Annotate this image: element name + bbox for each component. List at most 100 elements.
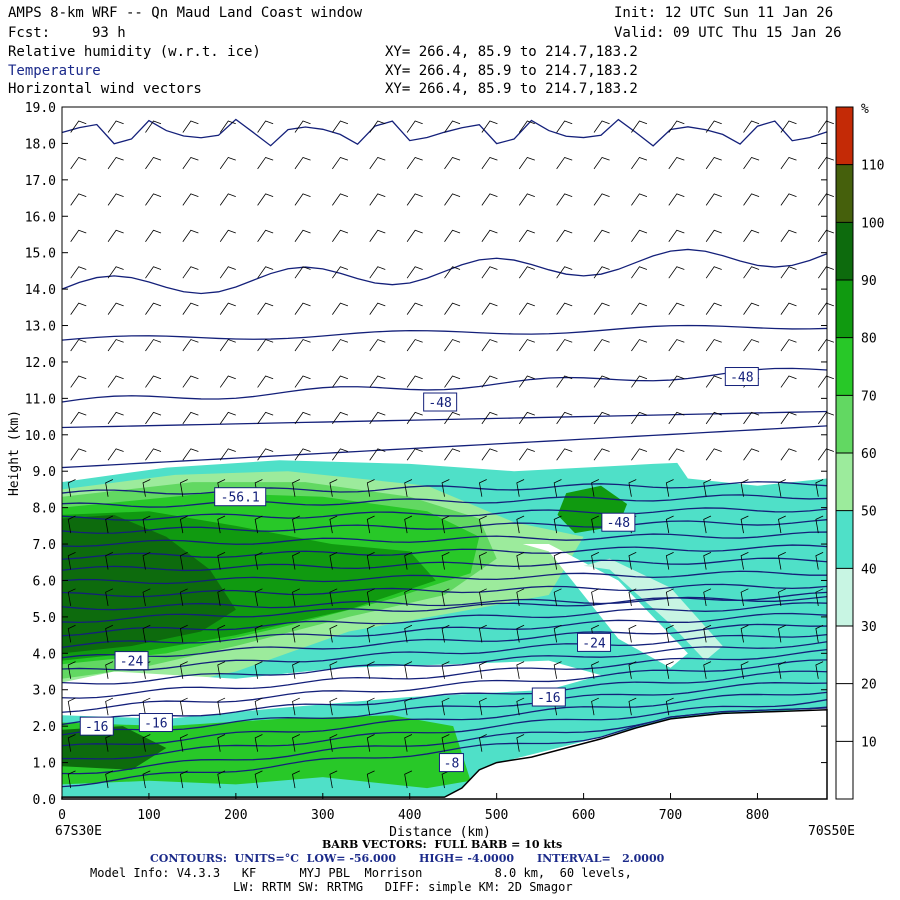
isotherm-15 bbox=[61, 641, 828, 685]
wind-barb bbox=[142, 697, 151, 716]
isotherm-11km bbox=[61, 367, 828, 403]
isotherm-13 bbox=[61, 623, 828, 659]
y-tick-label: 18.0 bbox=[25, 137, 56, 152]
wind-barb bbox=[179, 770, 188, 789]
wind-barb bbox=[631, 448, 648, 461]
wind-barb bbox=[444, 339, 461, 352]
wind-barb bbox=[70, 448, 87, 461]
wind-barb bbox=[404, 479, 413, 497]
isotherm-10km bbox=[61, 410, 828, 429]
wind-barb bbox=[219, 266, 236, 279]
wind-barb bbox=[67, 479, 76, 497]
wind-barb bbox=[516, 661, 525, 679]
wind-barb bbox=[292, 734, 300, 752]
wind-barb bbox=[479, 515, 487, 534]
wind-barb bbox=[778, 624, 786, 643]
wind-barb bbox=[257, 229, 274, 242]
wind-barb bbox=[628, 661, 637, 679]
wind-barb bbox=[182, 339, 199, 352]
wind-barb bbox=[329, 734, 338, 752]
wind-barb bbox=[518, 411, 535, 425]
y-tick-label: 19.0 bbox=[25, 101, 56, 116]
isotherm-3 bbox=[61, 519, 828, 534]
wind-barb bbox=[668, 302, 685, 315]
wind-barb bbox=[332, 229, 349, 242]
wind-barb bbox=[217, 515, 226, 534]
wind-barb bbox=[778, 515, 786, 534]
wind-barb bbox=[668, 448, 685, 461]
wind-barb bbox=[332, 193, 349, 206]
wind-barb bbox=[70, 229, 87, 242]
y-tick-label: 1.0 bbox=[33, 757, 56, 772]
wind-barb bbox=[292, 552, 300, 570]
wind-barb bbox=[780, 266, 797, 279]
wind-barb bbox=[366, 588, 375, 607]
wind-barb bbox=[404, 515, 413, 534]
wind-barb bbox=[332, 375, 349, 388]
wind-barb bbox=[631, 193, 648, 206]
wind-barb bbox=[481, 193, 498, 206]
wind-barb bbox=[481, 339, 498, 352]
wind-barb bbox=[292, 588, 300, 607]
wind-barb bbox=[705, 193, 722, 206]
wind-barb bbox=[406, 156, 423, 170]
wind-barb bbox=[142, 588, 151, 607]
isotherm-17 bbox=[61, 659, 828, 713]
isotherm-1 bbox=[61, 494, 828, 508]
wind-barb bbox=[817, 120, 834, 133]
wind-barb bbox=[481, 266, 498, 279]
wind-barb bbox=[219, 229, 236, 242]
wind-barb bbox=[516, 552, 525, 570]
colorbar-segment bbox=[836, 164, 853, 223]
wind-barb bbox=[219, 302, 236, 315]
wind-barb bbox=[743, 411, 760, 425]
wind-barb bbox=[292, 661, 300, 679]
wind-barb bbox=[817, 156, 834, 170]
wind-barb bbox=[404, 624, 413, 643]
colorbar-tick-label: 10 bbox=[861, 735, 877, 750]
wind-barb bbox=[219, 448, 236, 461]
wind-barb bbox=[780, 411, 797, 425]
terrain-profile bbox=[61, 708, 828, 800]
isotherm-20 bbox=[61, 691, 828, 747]
wind-barb bbox=[329, 770, 338, 789]
y-tick-label: 6.0 bbox=[33, 574, 56, 589]
wind-barb bbox=[107, 156, 124, 170]
wind-barb bbox=[254, 624, 263, 643]
wind-barb bbox=[817, 339, 834, 352]
colorbar: 10 20 30 40 50 60 70 80 90 100 110 bbox=[835, 106, 884, 800]
contour-label: -56.1 bbox=[221, 491, 260, 506]
wind-barb bbox=[518, 229, 535, 242]
wind-barb bbox=[107, 339, 124, 352]
isotherm-11 bbox=[61, 602, 828, 637]
wind-barb bbox=[366, 552, 375, 570]
wind-barb bbox=[518, 156, 535, 170]
x-tick-label: 100 bbox=[137, 808, 160, 823]
wind-barb bbox=[142, 552, 151, 570]
wind-barb bbox=[366, 697, 375, 716]
wind-barb bbox=[67, 770, 76, 789]
wind-barb bbox=[668, 375, 685, 388]
wind-barb bbox=[404, 697, 413, 716]
wind-barb bbox=[444, 448, 461, 461]
wind-barb bbox=[257, 120, 274, 133]
wind-barb bbox=[516, 624, 525, 643]
wind-barb bbox=[254, 734, 263, 752]
isotherm-19 bbox=[61, 682, 828, 736]
wind-barb bbox=[817, 193, 834, 206]
wind-barb bbox=[145, 448, 162, 461]
wind-barb bbox=[556, 266, 573, 279]
wind-barb bbox=[70, 120, 87, 133]
wind-barb bbox=[705, 302, 722, 315]
wind-barb bbox=[219, 120, 236, 133]
wind-barb bbox=[366, 479, 375, 497]
x-tick-label: 600 bbox=[572, 808, 595, 823]
wind-barb bbox=[70, 302, 87, 315]
wind-barb bbox=[668, 193, 685, 206]
wind-barb bbox=[778, 479, 786, 497]
wind-barb bbox=[70, 411, 87, 425]
wind-barb bbox=[628, 552, 637, 570]
temperature-contours bbox=[61, 118, 828, 788]
wind-barb bbox=[366, 515, 375, 534]
wind-barb bbox=[665, 552, 674, 570]
